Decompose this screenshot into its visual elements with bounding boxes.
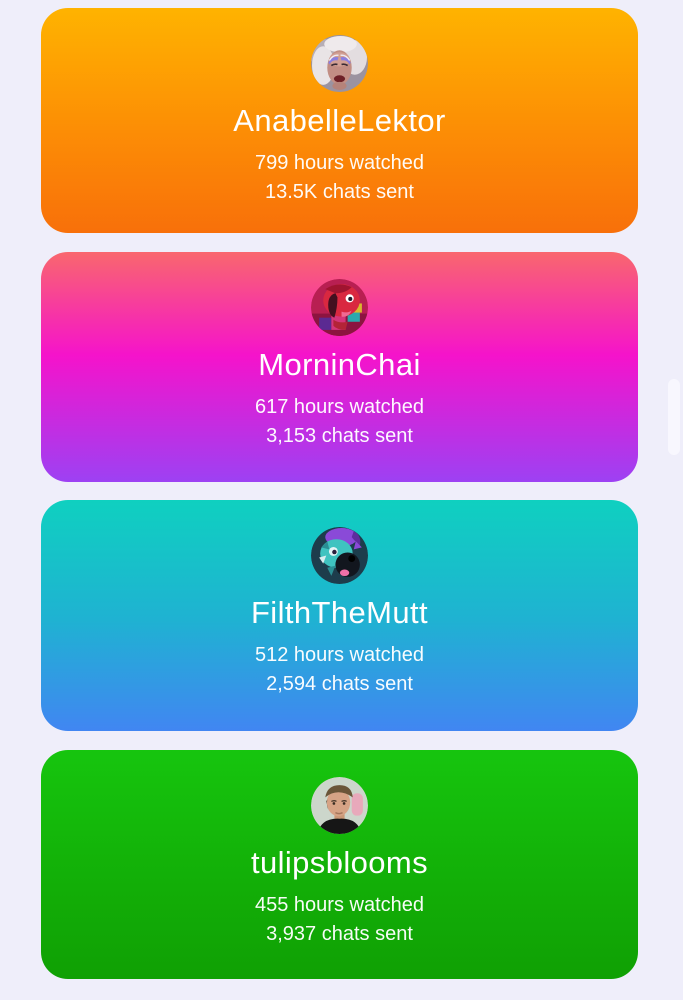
- scrollbar-thumb[interactable]: [668, 379, 680, 455]
- chats-sent-stat: 13.5K chats sent: [265, 181, 414, 203]
- hours-watched-stat: 617 hours watched: [254, 396, 424, 418]
- streamer-username: FilthTheMutt: [250, 595, 429, 630]
- chats-sent-stat: 3,153 chats sent: [266, 425, 413, 447]
- recap-card-list: AnabelleLektor 799 hours watched 13.5K c…: [41, 8, 638, 979]
- avatar: [311, 527, 368, 584]
- streamer-card-morninchai: MorninChai 617 hours watched 3,153 chats…: [41, 252, 638, 482]
- avatar: [311, 279, 368, 336]
- streamer-username: tulipsblooms: [250, 845, 429, 880]
- hours-watched-stat: 799 hours watched: [254, 152, 424, 174]
- chats-sent-stat: 2,594 chats sent: [266, 673, 413, 695]
- streamer-card-tulipsblooms: tulipsblooms 455 hours watched 3,937 cha…: [41, 750, 638, 979]
- drag-queen-avatar-image: [311, 35, 368, 92]
- avatar: [311, 777, 368, 834]
- parrot-character-avatar-image: [311, 279, 368, 336]
- hours-watched-stat: 455 hours watched: [254, 894, 424, 916]
- streamer-username: AnabelleLektor: [233, 103, 446, 138]
- streamer-card-anabellelektor: AnabelleLektor 799 hours watched 13.5K c…: [41, 8, 638, 233]
- furry-dog-avatar-image: [311, 527, 368, 584]
- chats-sent-stat: 3,937 chats sent: [266, 923, 413, 945]
- hours-watched-stat: 512 hours watched: [254, 644, 424, 666]
- avatar: [311, 35, 368, 92]
- streamer-card-filththemutt: FilthTheMutt 512 hours watched 2,594 cha…: [41, 500, 638, 731]
- streamer-username: MorninChai: [258, 347, 421, 382]
- man-photo-avatar-image: [311, 777, 368, 834]
